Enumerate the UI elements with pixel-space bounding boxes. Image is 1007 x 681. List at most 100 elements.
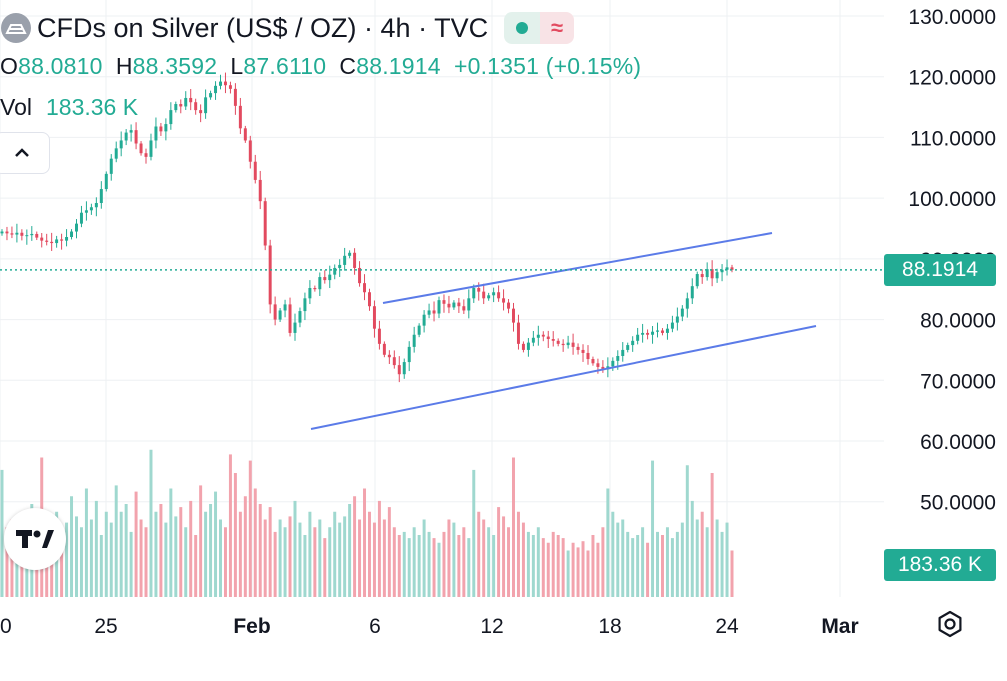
candle-body bbox=[154, 126, 158, 141]
volume-bar bbox=[601, 527, 605, 597]
volume-bar bbox=[109, 522, 113, 597]
market-status[interactable]: ≈ bbox=[504, 12, 575, 44]
candle-body bbox=[646, 332, 650, 335]
candle-body bbox=[348, 252, 352, 256]
candle-body bbox=[660, 330, 664, 333]
volume-bar bbox=[641, 527, 645, 597]
candle-body bbox=[65, 237, 69, 241]
volume-bar bbox=[60, 538, 64, 597]
candle-body bbox=[631, 340, 635, 346]
volume-bar bbox=[680, 522, 684, 597]
time-axis[interactable]: 20 25 Feb 6 12 18 24 Mar bbox=[0, 615, 859, 638]
volume-bar bbox=[507, 527, 511, 597]
candle-body bbox=[367, 292, 371, 307]
candle-body bbox=[209, 93, 213, 98]
candle-body bbox=[725, 267, 729, 270]
symbol-title[interactable]: CFDs on Silver (US$ / OZ) · 4h · TVC bbox=[37, 12, 489, 43]
volume-bar bbox=[541, 538, 545, 597]
volume-bar bbox=[387, 507, 391, 597]
candle-body bbox=[422, 314, 426, 326]
volume-bar bbox=[427, 531, 431, 597]
candle-body bbox=[730, 267, 734, 270]
silver-coin-icon[interactable] bbox=[1, 13, 31, 43]
volume-bar bbox=[363, 488, 367, 597]
candle-body bbox=[75, 223, 78, 232]
volume-bar bbox=[447, 519, 451, 597]
y-tick-label: 110.0000 bbox=[910, 127, 996, 150]
candle-body bbox=[45, 240, 49, 242]
close-value: 88.1914 bbox=[356, 53, 441, 79]
volume-bar bbox=[432, 538, 436, 597]
chevron-up-icon bbox=[15, 148, 29, 157]
candle-body bbox=[521, 343, 525, 350]
volume-bar bbox=[169, 488, 173, 597]
volume-bar bbox=[94, 500, 98, 597]
candle-body bbox=[243, 128, 247, 141]
volume-bar bbox=[516, 511, 520, 597]
candle-body bbox=[467, 298, 471, 311]
candle-body bbox=[417, 325, 421, 335]
change-value: +0.1351 (+0.15%) bbox=[453, 53, 642, 79]
volume-bar bbox=[268, 507, 272, 597]
candle-body bbox=[651, 331, 655, 335]
candle-body bbox=[204, 97, 208, 114]
candle-body bbox=[720, 269, 724, 273]
candle-body bbox=[129, 130, 133, 133]
volume-bar bbox=[194, 535, 198, 597]
volume-bar bbox=[89, 519, 93, 597]
lower-trendline[interactable] bbox=[310, 325, 817, 430]
candle-body bbox=[298, 311, 302, 323]
candle-body bbox=[382, 343, 386, 355]
y-tick-label: 100.0000 bbox=[908, 188, 996, 211]
x-tick-label: Feb bbox=[233, 615, 270, 638]
volume-bar bbox=[124, 504, 128, 597]
candle-body bbox=[566, 342, 570, 346]
data-status-indicator[interactable]: ≈ bbox=[540, 12, 575, 44]
volume-bar bbox=[308, 511, 312, 597]
x-tick-label: Mar bbox=[821, 615, 858, 638]
open-label: O bbox=[0, 53, 19, 79]
tradingview-logo-icon[interactable] bbox=[4, 508, 66, 570]
volume-bar bbox=[467, 538, 471, 597]
candle-body bbox=[189, 97, 193, 103]
volume-bar bbox=[104, 511, 108, 597]
volume-bar bbox=[243, 496, 247, 597]
market-open-indicator[interactable] bbox=[504, 12, 541, 44]
close-label: C bbox=[339, 53, 357, 79]
candle-body bbox=[710, 269, 714, 279]
volume-bar bbox=[402, 531, 406, 597]
x-tick-label: 24 bbox=[715, 615, 739, 638]
candle-body bbox=[596, 363, 600, 367]
candle-body bbox=[402, 362, 406, 375]
candle-body bbox=[358, 267, 362, 284]
x-tick-label: 18 bbox=[598, 615, 621, 638]
candle-body bbox=[715, 272, 719, 279]
upper-trendline[interactable] bbox=[382, 232, 773, 304]
candle-body bbox=[278, 310, 282, 320]
candle-body bbox=[94, 203, 98, 208]
candle-body bbox=[611, 360, 615, 367]
candle-body bbox=[526, 342, 530, 350]
collapse-legend-button[interactable] bbox=[0, 132, 50, 174]
candle-body bbox=[372, 306, 376, 329]
y-tick-label: 70.0000 bbox=[920, 370, 996, 393]
candle-body bbox=[586, 352, 590, 360]
candle-body bbox=[169, 110, 173, 125]
candle-body bbox=[318, 277, 322, 290]
volume-bar bbox=[174, 516, 178, 597]
x-tick-label: 20 bbox=[0, 615, 12, 638]
volume-bar bbox=[15, 538, 19, 597]
candle-body bbox=[541, 334, 545, 337]
gear-icon[interactable] bbox=[934, 608, 966, 640]
candle-body bbox=[472, 288, 476, 299]
volume-bar bbox=[631, 538, 635, 597]
candle-body bbox=[164, 124, 168, 132]
y-tick-label: 60.0000 bbox=[920, 431, 996, 454]
candle-body bbox=[55, 239, 59, 244]
volume-bar bbox=[293, 500, 297, 597]
volume-bar bbox=[407, 538, 411, 597]
volume-bar bbox=[472, 469, 476, 597]
volume-bar bbox=[487, 527, 491, 597]
candle-body bbox=[531, 337, 535, 343]
